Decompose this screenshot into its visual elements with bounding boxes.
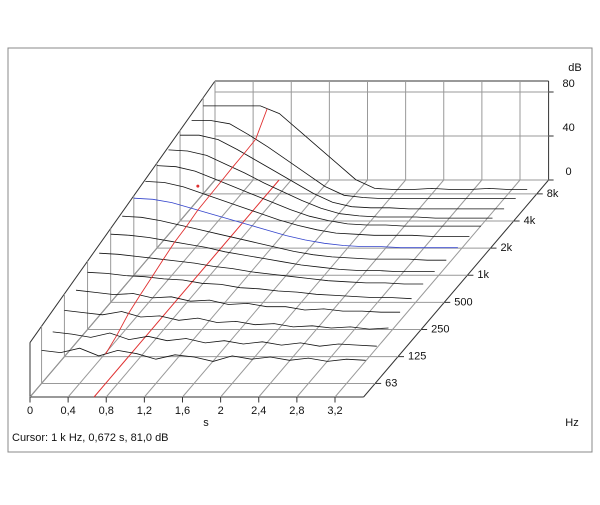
z-tick-label: 500 [454,296,472,308]
y-axis-title: dB [568,62,581,74]
y-tick-label: 40 [562,122,574,134]
grid-line [296,179,483,398]
x-tick-label: 2 [218,405,224,417]
x-tick-label: 1,2 [137,405,152,417]
decay-trace [52,331,377,347]
axis-edge [29,80,216,343]
decay-trace [41,347,366,362]
z-tick-label: 1k [477,269,489,281]
decay-trace [133,197,458,249]
decay-trace [75,289,401,313]
x-tick-label: 2,4 [251,405,266,417]
axis-edge [363,179,549,398]
grid-line [105,179,292,398]
x-tick-label: 3,2 [327,405,342,417]
grid-line [143,179,330,398]
x-axis-title: s [203,417,209,429]
grid-line [29,179,216,398]
cursor-line [93,179,280,398]
x-tick-label: 0,4 [60,405,75,417]
z-tick-label: 125 [408,351,426,363]
grid-line [220,179,407,398]
z-tick-label: 250 [431,323,449,335]
cursor-trace [105,108,268,355]
z-tick-label: 4k [524,215,536,227]
decay-trace [99,252,424,285]
grid-line [67,179,254,398]
grid-line [258,179,445,398]
grid-line [334,179,521,398]
grid-line [182,179,368,398]
z-tick-label: 2k [501,242,513,254]
y-tick-label: 80 [562,78,574,90]
z-tick-label: 8k [547,188,559,200]
x-tick-label: 0 [27,405,33,417]
x-tick-label: 1,6 [175,405,190,417]
cursor-readout: Cursor: 1 k Hz, 0,672 s, 81,0 dB [12,432,169,444]
decay-trace [110,233,435,273]
frame [7,47,593,453]
decay-trace [87,271,412,300]
decay-trace [64,310,389,330]
z-axis-title: Hz [565,417,578,429]
x-tick-label: 0,8 [99,405,114,417]
decay-trace [180,134,505,210]
cursor-point [196,184,200,188]
decay-trace [203,105,528,190]
y-tick-label: 0 [566,166,572,178]
decay-trace [191,120,516,200]
decay-trace [168,149,493,219]
x-tick-label: 2,8 [289,405,304,417]
z-tick-label: 63 [385,377,397,389]
decay-trace [145,181,470,237]
decay-trace [156,165,481,227]
decay-trace [122,215,447,261]
